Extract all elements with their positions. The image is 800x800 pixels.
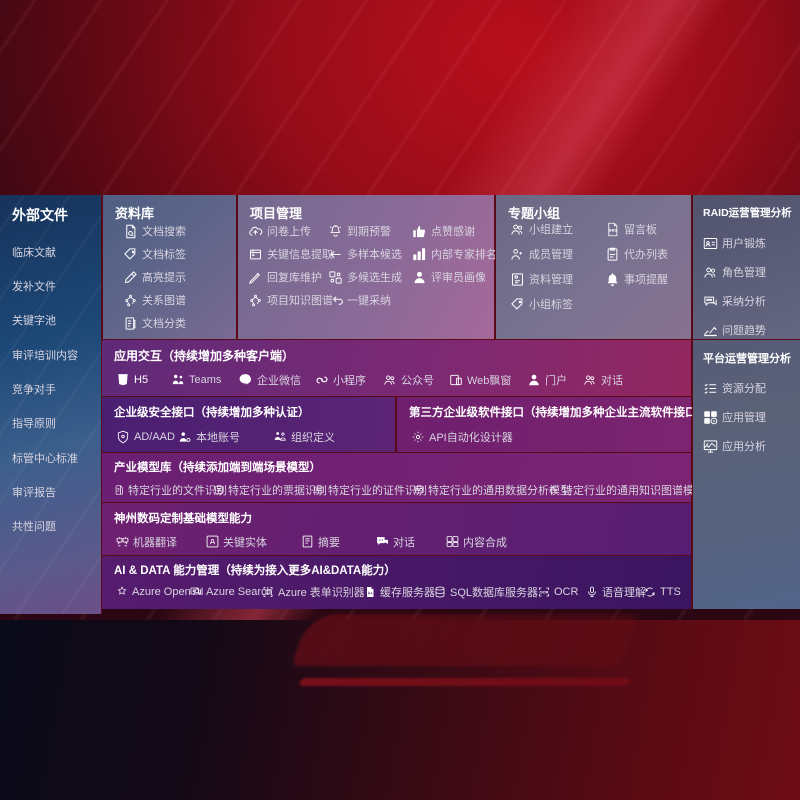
svg-text:BBS: BBS	[609, 227, 618, 232]
svg-text:OCR: OCR	[540, 590, 549, 595]
